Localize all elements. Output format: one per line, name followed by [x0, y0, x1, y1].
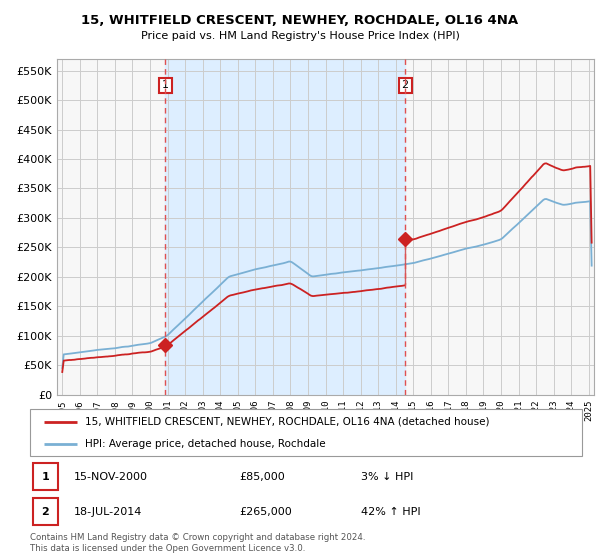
- FancyBboxPatch shape: [33, 464, 58, 490]
- Text: Contains HM Land Registry data © Crown copyright and database right 2024.
This d: Contains HM Land Registry data © Crown c…: [30, 533, 365, 553]
- Text: 15, WHITFIELD CRESCENT, NEWHEY, ROCHDALE, OL16 4NA: 15, WHITFIELD CRESCENT, NEWHEY, ROCHDALE…: [82, 14, 518, 27]
- Text: £265,000: £265,000: [240, 507, 293, 517]
- Text: 18-JUL-2014: 18-JUL-2014: [74, 507, 143, 517]
- Text: 1: 1: [41, 472, 49, 482]
- Text: 42% ↑ HPI: 42% ↑ HPI: [361, 507, 421, 517]
- Text: 1: 1: [162, 80, 169, 90]
- Text: £85,000: £85,000: [240, 472, 286, 482]
- Text: 15-NOV-2000: 15-NOV-2000: [74, 472, 148, 482]
- FancyBboxPatch shape: [33, 498, 58, 525]
- Text: 3% ↓ HPI: 3% ↓ HPI: [361, 472, 413, 482]
- Bar: [166, 59, 405, 395]
- Text: 2: 2: [41, 507, 49, 517]
- Text: 2: 2: [401, 80, 409, 90]
- Text: HPI: Average price, detached house, Rochdale: HPI: Average price, detached house, Roch…: [85, 438, 326, 449]
- Text: Price paid vs. HM Land Registry's House Price Index (HPI): Price paid vs. HM Land Registry's House …: [140, 31, 460, 41]
- Text: 15, WHITFIELD CRESCENT, NEWHEY, ROCHDALE, OL16 4NA (detached house): 15, WHITFIELD CRESCENT, NEWHEY, ROCHDALE…: [85, 417, 490, 427]
